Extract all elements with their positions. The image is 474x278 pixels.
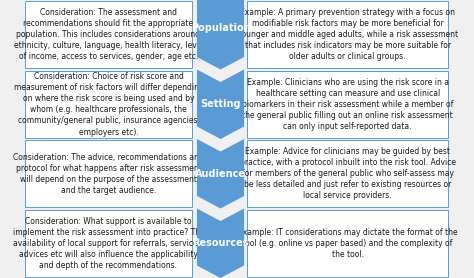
FancyBboxPatch shape [247,71,448,138]
FancyBboxPatch shape [247,1,448,68]
Text: Consideration: What support is available to
implement the risk assessment into p: Consideration: What support is available… [13,217,204,270]
FancyBboxPatch shape [25,140,192,207]
Polygon shape [197,139,244,208]
Text: Consideration: Choice of risk score and
measurement of risk factors will differ : Consideration: Choice of risk score and … [14,72,203,136]
Text: Consideration: The advice, recommendations and
protocol for what happens after r: Consideration: The advice, recommendatio… [13,153,204,195]
Text: Example: Clinicians who are using the risk score in a
healthcare setting can mea: Example: Clinicians who are using the ri… [242,78,453,131]
FancyBboxPatch shape [25,210,192,277]
Text: Audience: Audience [195,169,246,179]
Text: Setting: Setting [201,99,241,109]
Text: Resources: Resources [192,238,249,248]
Text: Population: Population [191,24,250,33]
Polygon shape [197,70,244,139]
FancyBboxPatch shape [25,71,192,138]
Text: Example: IT considerations may dictate the format of the
tool (e.g. online vs pa: Example: IT considerations may dictate t… [238,228,457,259]
Text: Example: Advice for clinicians may be guided by best
practice, with a protocol i: Example: Advice for clinicians may be gu… [240,147,456,200]
FancyBboxPatch shape [247,140,448,207]
FancyBboxPatch shape [25,1,192,68]
Polygon shape [197,0,244,70]
FancyBboxPatch shape [247,210,448,277]
Text: Consideration: The assessment and
recommendations should fit the appropriate
pop: Consideration: The assessment and recomm… [14,8,203,61]
Text: Example: A primary prevention strategy with a focus on
modifiable risk factors m: Example: A primary prevention strategy w… [237,8,458,61]
Polygon shape [197,208,244,278]
